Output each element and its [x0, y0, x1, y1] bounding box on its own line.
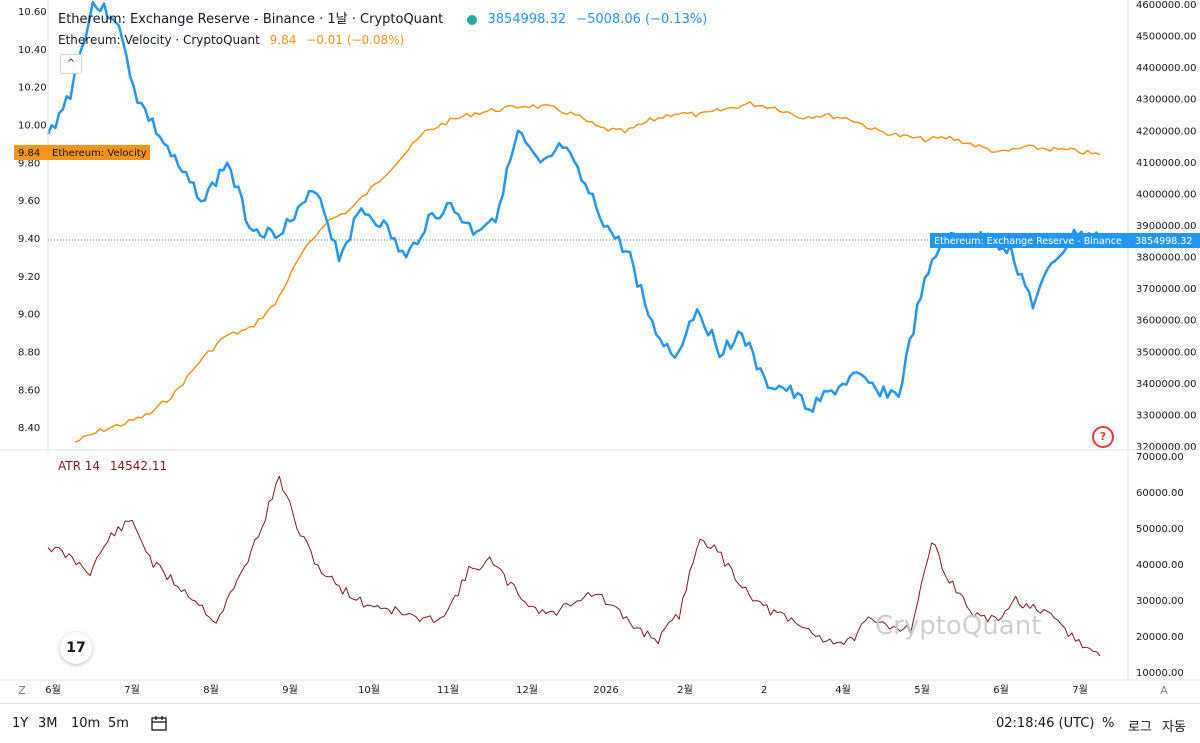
velocity-axis-tick: 9.40	[18, 234, 40, 245]
time-axis-tick: 6월	[993, 684, 1009, 696]
log-toggle[interactable]: 로그	[1128, 720, 1152, 735]
velocity-axis-tick: 9.60	[18, 196, 40, 207]
time-axis-tick: 10월	[358, 684, 380, 696]
velocity-tag-name: Ethereum: Velocity	[52, 148, 147, 159]
chart-canvas[interactable]: 4600000.00 4500000.00 4400000.00 4300000.00…	[0, 0, 1200, 703]
velocity-axis-tick: 9.20	[18, 272, 40, 283]
reserve-axis-tick: 3900000.00	[1136, 221, 1196, 232]
status-dot-icon	[467, 14, 478, 25]
reserve-tag-name: Ethereum: Exchange Reserve - Binance	[934, 236, 1122, 247]
main-legend[interactable]: Ethereum: Exchange Reserve - Binance · 1…	[58, 8, 713, 27]
reserve-axis-tick: 4000000.00	[1136, 189, 1196, 200]
velocity-series-line	[74, 101, 1101, 443]
reserve-axis-tick: 3800000.00	[1136, 253, 1196, 264]
velocity-legend-title: Ethereum: Velocity · CryptoQuant	[58, 33, 260, 47]
atr-legend[interactable]: ATR 14 14542.11	[58, 459, 173, 473]
tradingview-logo[interactable]: 17	[60, 632, 92, 664]
reserve-axis-tick: 4400000.00	[1136, 63, 1196, 74]
time-axis-tick: 4월	[835, 684, 851, 696]
time-axis-tick: 9월	[282, 684, 298, 696]
date-range-icon[interactable]	[150, 715, 170, 733]
atr-series-line	[47, 475, 1101, 657]
time-axis-tick: 11월	[437, 684, 459, 696]
atr-axis-tick: 20000.00	[1136, 632, 1184, 643]
reserve-axis-tick: 3300000.00	[1136, 410, 1196, 421]
timeframe-3m-button[interactable]: 3M	[38, 716, 58, 731]
reserve-axis-tick: 3500000.00	[1136, 347, 1196, 358]
atr-axis-tick: 10000.00	[1136, 668, 1184, 679]
time-axis-tick: 2	[761, 685, 767, 696]
axis-layer: 4600000.00 4500000.00 4400000.00 4300000.00…	[18, 0, 1196, 696]
velocity-axis-tick: 10.00	[18, 120, 47, 131]
reserve-axis-tick: 3600000.00	[1136, 316, 1196, 327]
utc-clock[interactable]: 02:18:46 (UTC)	[996, 716, 1095, 731]
atr-legend-value: 14542.11	[109, 459, 168, 473]
velocity-axis-tick: 8.40	[18, 423, 40, 434]
reserve-axis-tick: 4600000.00	[1136, 0, 1196, 11]
velocity-axis-tick: 10.40	[18, 45, 47, 56]
time-axis-tick: 7월	[124, 684, 140, 696]
help-icon[interactable]: ?	[1092, 426, 1114, 448]
reserve-tag-bg	[930, 233, 1130, 248]
atr-axis-tick: 50000.00	[1136, 524, 1184, 535]
percent-toggle[interactable]: %	[1102, 716, 1115, 731]
reserve-axis-tag-bg	[1130, 233, 1200, 248]
axis-left-button[interactable]: Z	[18, 684, 26, 697]
atr-axis-tick: 30000.00	[1136, 596, 1184, 607]
reserve-axis-tick: 3700000.00	[1136, 284, 1196, 295]
reserve-series-line	[46, 0, 1102, 413]
axis-auto-button[interactable]: A	[1160, 684, 1168, 697]
series-layer	[46, 0, 1102, 657]
timeframe-1y-button[interactable]: 1Y	[12, 716, 29, 731]
velocity-tag-bg	[14, 145, 150, 160]
reserve-axis-tick: 4100000.00	[1136, 158, 1196, 169]
velocity-legend-value: 9.84	[269, 33, 297, 47]
reserve-axis-tick: 3200000.00	[1136, 442, 1196, 453]
reserve-axis-tick: 3400000.00	[1136, 379, 1196, 390]
time-axis-tick: 2026	[593, 685, 618, 696]
bottom-toolbar: 1Y 3M 10m 5m 02:18:46 (UTC) % 로그 자동	[0, 703, 1200, 743]
reserve-axis-tick: 4500000.00	[1136, 32, 1196, 43]
time-axis-tick: 2월	[677, 684, 693, 696]
main-legend-value: 3854998.32	[487, 12, 567, 27]
reserve-axis-tick: 4300000.00	[1136, 95, 1196, 106]
velocity-axis-tick: 10.20	[18, 83, 47, 94]
atr-axis-tick: 60000.00	[1136, 488, 1184, 499]
velocity-tag-value: 9.84	[18, 148, 40, 159]
velocity-axis-tick: 8.60	[18, 385, 40, 396]
time-axis-tick: 6월	[45, 684, 61, 696]
main-legend-title: Ethereum: Exchange Reserve - Binance · 1…	[58, 12, 444, 27]
velocity-axis-tick: 9.80	[18, 158, 40, 169]
atr-legend-title: ATR 14	[58, 459, 101, 473]
time-axis-tick: 12월	[516, 684, 538, 696]
cryptoquant-watermark: CryptoQuant	[875, 611, 1042, 641]
reserve-axis-tick: 4200000.00	[1136, 126, 1196, 137]
velocity-axis-tick: 8.80	[18, 347, 40, 358]
atr-axis-tick: 70000.00	[1136, 452, 1184, 463]
auto-toggle[interactable]: 자동	[1162, 720, 1186, 735]
collapse-legend-button[interactable]: ^	[60, 54, 82, 74]
reserve-tag-value: 3854998.32	[1135, 236, 1192, 247]
atr-axis-tick: 40000.00	[1136, 560, 1184, 571]
timeframe-10m-button[interactable]: 10m	[71, 716, 101, 731]
main-legend-change: −5008.06 (−0.13%)	[576, 12, 708, 27]
velocity-legend[interactable]: Ethereum: Velocity · CryptoQuant 9.84 −0…	[58, 33, 410, 47]
velocity-axis-tick: 10.60	[18, 7, 47, 18]
velocity-legend-change: −0.01 (−0.08%)	[306, 33, 405, 47]
time-axis-tick: 5월	[914, 684, 930, 696]
time-axis-tick: 7월	[1072, 684, 1088, 696]
time-axis-tick: 8월	[203, 684, 219, 696]
velocity-axis-tick: 9.00	[18, 310, 40, 321]
timeframe-5m-button[interactable]: 5m	[108, 716, 129, 731]
